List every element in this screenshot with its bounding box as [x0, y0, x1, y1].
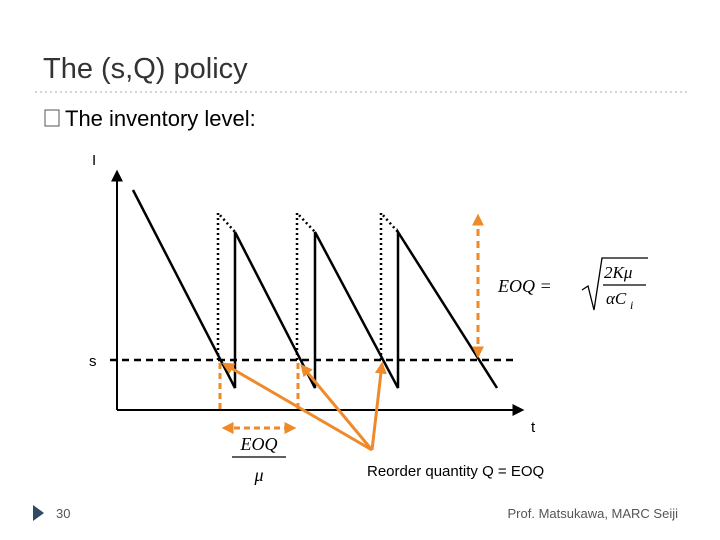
cycle-numerator: EOQ	[240, 434, 278, 454]
reorder-label: s	[89, 353, 97, 370]
annotation: Reorder quantity Q = EOQ	[367, 463, 544, 480]
formula-lhs: EOQ =	[497, 276, 552, 296]
footer-text: Prof. Matsukawa, MARC Seiji	[508, 506, 679, 521]
lead-time-dots	[216, 209, 399, 360]
cycle-denominator: μ	[253, 465, 263, 485]
formula-denominator: αC	[606, 289, 627, 308]
cycle-formula: EOQ μ	[232, 434, 286, 485]
x-axis-label: t	[531, 419, 536, 436]
formula-numerator: 2Kμ	[604, 263, 632, 282]
bullet-text: The inventory level:	[65, 106, 256, 131]
footer-marker	[33, 505, 44, 521]
orange-marks	[218, 213, 484, 452]
diagram: I s t EOQ = 2Kμ αC i	[89, 152, 648, 485]
sawtooth	[131, 189, 499, 389]
formula-subscript: i	[630, 298, 633, 312]
y-axis-label: I	[92, 152, 96, 169]
eoq-formula: EOQ = 2Kμ αC i	[497, 257, 648, 312]
page-number: 30	[56, 506, 70, 521]
bullet-box	[44, 109, 60, 127]
slide-title: The (s,Q) policy	[43, 53, 248, 85]
